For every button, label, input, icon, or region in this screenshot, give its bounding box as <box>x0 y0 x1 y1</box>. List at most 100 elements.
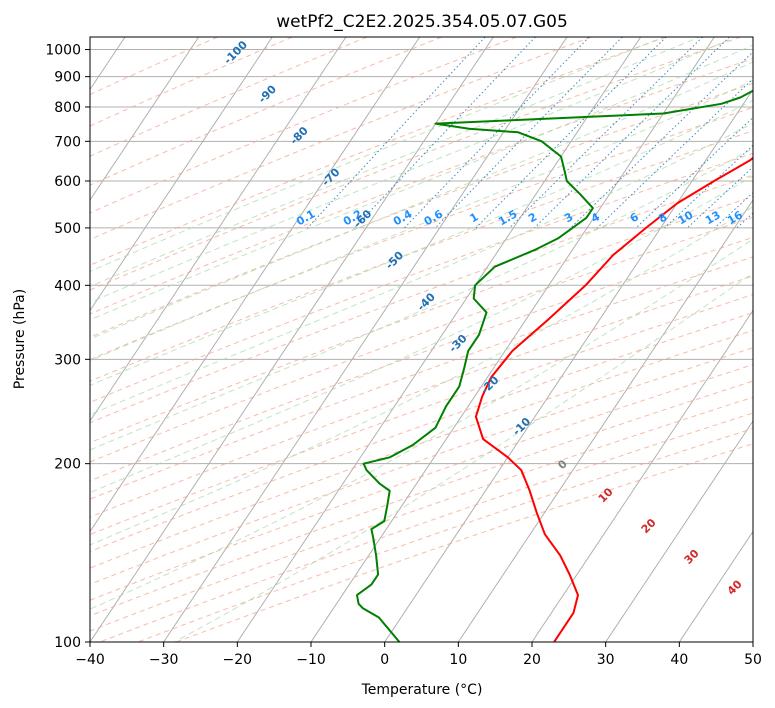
moist-adiabat <box>90 37 737 304</box>
isotherm-gridline <box>90 37 421 533</box>
isotherm-gridline <box>236 37 642 642</box>
moist-adiabat <box>90 238 753 610</box>
mixing-ratio-label: 3 <box>562 210 575 225</box>
x-axis-ticks: −40 −30 −20 −10 0 10 20 30 40 50 <box>75 642 762 668</box>
y-tick-label: 300 <box>54 352 81 368</box>
x-tick-label: 50 <box>744 652 762 668</box>
y-tick-label: 500 <box>54 221 81 237</box>
dry-adiabat <box>90 347 753 585</box>
x-tick-label: 20 <box>523 652 541 668</box>
y-tick-label: 900 <box>54 70 81 86</box>
mixing-ratio-label: 0.4 <box>391 207 415 228</box>
plot-frame <box>89 36 754 643</box>
isotherm-gridline <box>90 37 494 642</box>
isotherm-label: -20 <box>478 373 501 396</box>
mixing-ratio-label: 6 <box>628 210 641 225</box>
dry-adiabat <box>90 275 753 518</box>
y-axis-ticks: 100 200 300 400 500 600 700 800 900 1000 <box>45 43 90 651</box>
moist-adiabat <box>90 37 665 273</box>
y-tick-label: 1000 <box>45 43 81 59</box>
isotherm-gridline <box>531 309 753 642</box>
isotherm-label: 40 <box>725 577 745 597</box>
dry-adiabat <box>90 37 741 291</box>
mixing-ratio-line <box>534 37 730 229</box>
isotherm-label: -90 <box>256 82 279 105</box>
dry-adiabat <box>90 216 753 463</box>
isotherm-label: 10 <box>596 485 616 505</box>
y-tick-label: 700 <box>54 134 81 150</box>
isotherm-label: 20 <box>639 516 659 536</box>
dry-adiabat <box>90 37 368 157</box>
mixing-ratio-line <box>354 37 536 229</box>
dry-adiabat <box>90 37 517 214</box>
mixing-ratio-line <box>570 51 753 229</box>
mixing-ratio-line <box>475 37 667 229</box>
mixing-ratio-label: 10 <box>676 208 696 227</box>
dry-adiabat <box>90 37 442 186</box>
dry-adiabat <box>90 364 753 601</box>
y-tick-label: 100 <box>54 635 81 651</box>
isotherm-gridline <box>90 37 347 422</box>
dry-adiabat <box>90 82 753 338</box>
series-layer <box>356 90 753 642</box>
y-tick-label: 800 <box>54 100 81 116</box>
dry-adiabat <box>90 57 753 315</box>
dry-adiabat <box>90 380 753 617</box>
isotherm-gridline <box>605 420 753 642</box>
mixing-ratio-label: 1 <box>468 210 481 225</box>
dry-adiabat <box>90 329 753 569</box>
mixing-ratio-line <box>736 212 753 229</box>
moist-adiabat <box>174 272 753 642</box>
dry-adiabat <box>90 174 753 424</box>
dry-adiabat <box>90 37 293 127</box>
y-tick-label: 600 <box>54 174 81 190</box>
temperature-profile-line <box>474 156 753 642</box>
x-tick-label: 40 <box>670 652 688 668</box>
dry-adiabat <box>90 293 753 536</box>
dry-adiabat <box>90 130 753 382</box>
x-tick-label: −30 <box>149 652 179 668</box>
y-tick-label: 200 <box>54 457 81 473</box>
mixing-ratio-label: 1.5 <box>496 207 519 228</box>
isotherm-label: -80 <box>288 124 311 147</box>
isotherm-label: -10 <box>510 415 533 438</box>
isotherm-label: 30 <box>682 547 702 567</box>
mixing-ratio-label: 2 <box>526 210 539 225</box>
moist-adiabat <box>90 61 753 340</box>
dry-adiabat <box>90 37 218 95</box>
moist-adiabat <box>90 79 753 362</box>
isotherm-label: 0 <box>555 457 570 472</box>
isotherm-gridline <box>163 37 568 642</box>
dry-adiabat <box>90 152 753 403</box>
mixing-ratio-label: 4 <box>589 210 602 225</box>
y-tick-label: 400 <box>54 278 81 294</box>
dry-adiabat <box>90 106 753 361</box>
mixing-ratio-label: 16 <box>725 208 745 227</box>
isotherm-label: -30 <box>446 332 469 355</box>
x-tick-label: −10 <box>296 652 326 668</box>
mixing-ratio-label: 13 <box>703 208 723 227</box>
x-tick-label: 10 <box>449 652 467 668</box>
isotherm-gridline <box>384 88 753 642</box>
isotherm-gridline <box>752 641 753 642</box>
chart-title: wetPf2_C2E2.2025.354.05.07.G05 <box>276 12 568 32</box>
mixing-ratio-line <box>307 37 486 229</box>
mixing-ratio-line <box>635 116 753 229</box>
dewpoint-profile-line <box>356 90 753 642</box>
moist-adiabat <box>90 44 753 321</box>
moist-adiabat <box>90 122 753 416</box>
moist-adiabat <box>90 175 753 494</box>
dry-adiabat <box>90 37 592 241</box>
isotherm-gridline <box>678 530 753 642</box>
mixing-ratio-line <box>404 37 590 229</box>
mixing-ratio-line <box>434 37 623 229</box>
dry-adiabat <box>90 312 753 553</box>
isotherm-gridline <box>90 37 200 201</box>
x-tick-label: 0 <box>380 652 389 668</box>
isotherm-label: -50 <box>383 249 406 272</box>
dry-adiabat <box>90 37 666 266</box>
x-tick-label: 30 <box>597 652 615 668</box>
isotherm-label: -100 <box>221 38 250 67</box>
isotherm-label: -70 <box>319 165 342 188</box>
